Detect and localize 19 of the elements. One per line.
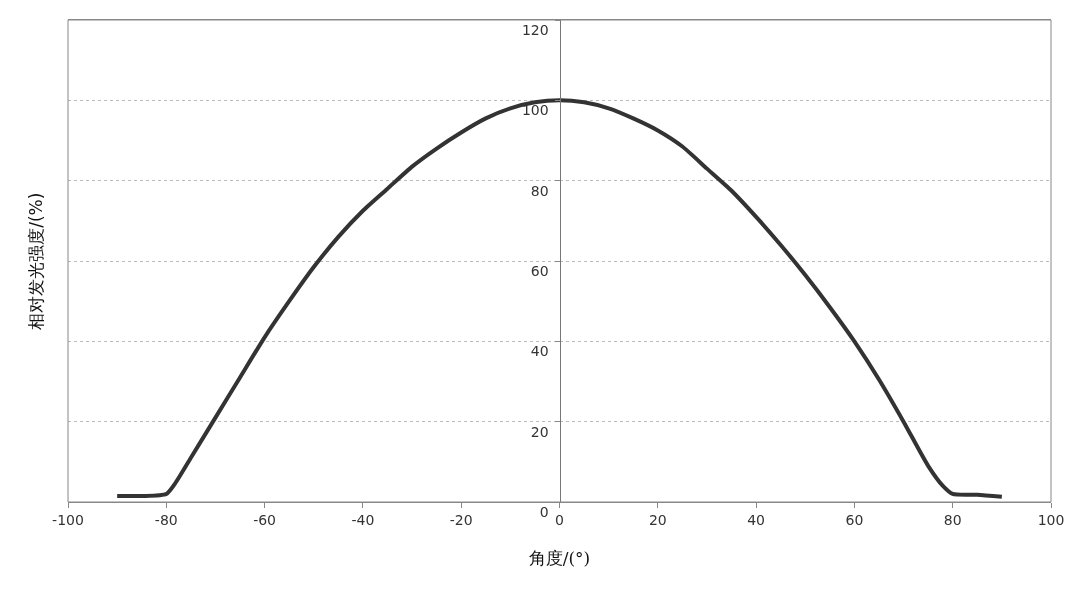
x-tick-label: 40	[747, 511, 766, 528]
x-tick-label: 20	[648, 511, 667, 528]
x-tick-label: -40	[351, 511, 375, 528]
x-axis-title: 角度/(°)	[528, 548, 591, 569]
y-tick-label: 100	[521, 102, 549, 119]
y-tick-label: 80	[530, 182, 549, 199]
x-tick-label: -80	[154, 511, 178, 528]
y-tick-label: 20	[530, 423, 549, 440]
x-tick-label: 60	[845, 511, 864, 528]
x-tick-label: -100	[52, 511, 84, 528]
y-axis-title: 相对发光强度/(%)	[25, 192, 46, 330]
y-tick-label: 60	[530, 262, 549, 279]
x-tick-label: 0	[555, 511, 564, 528]
x-tick-label: 80	[943, 511, 962, 528]
y-tick-label: 40	[530, 343, 549, 360]
x-tick-label: 100	[1037, 511, 1065, 528]
y-tick-label: 120	[521, 21, 549, 38]
x-tick-label: -60	[253, 511, 277, 528]
x-tick-label: -20	[449, 511, 473, 528]
